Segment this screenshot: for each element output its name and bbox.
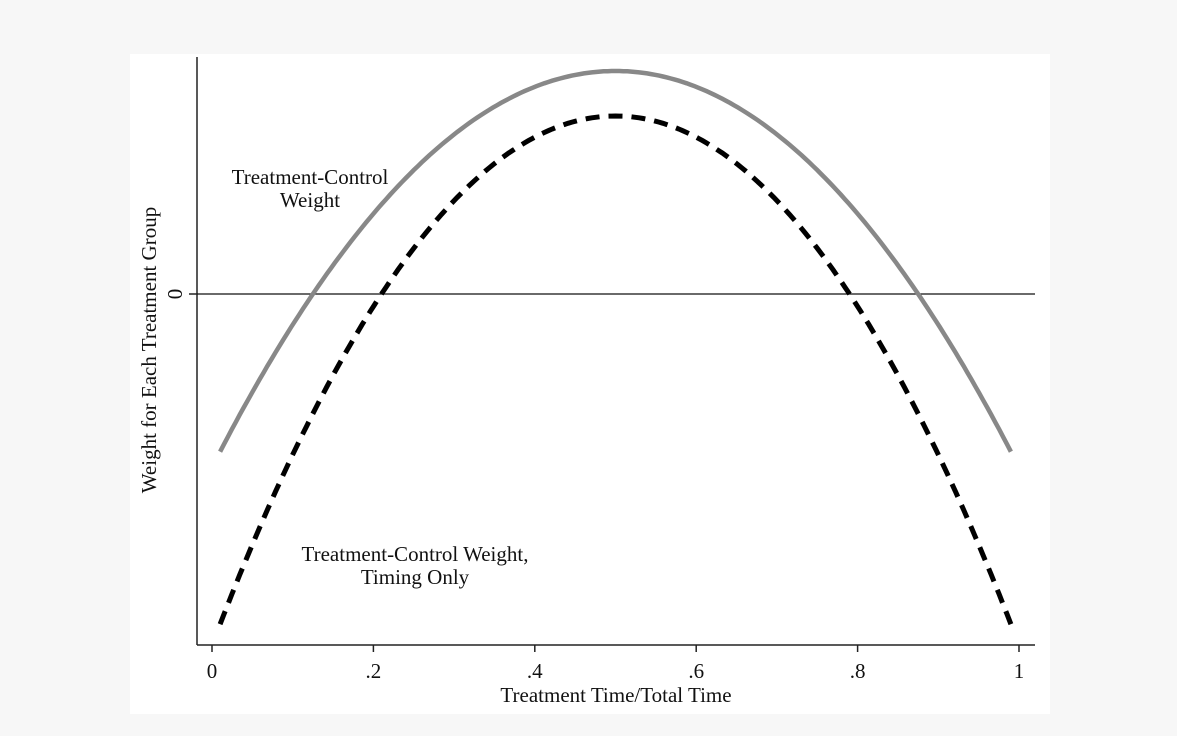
x-tick-label: .4 <box>527 659 543 683</box>
series-label-timing-only: Timing Only <box>361 565 470 589</box>
x-tick-label: .2 <box>366 659 382 683</box>
series-line-timing-only <box>217 113 1014 626</box>
x-tick-label: .6 <box>688 659 704 683</box>
plot-background <box>130 54 1050 714</box>
series-line-treatment-control-weight <box>218 68 1013 453</box>
y-axis-title: Weight for Each Treatment Group <box>137 207 161 493</box>
series-label-treatment-control-weight: Weight <box>280 188 340 212</box>
x-axis-title: Treatment Time/Total Time <box>500 683 731 707</box>
series-label-treatment-control-weight: Treatment-Control <box>232 165 389 189</box>
x-tick-label: 1 <box>1014 659 1025 683</box>
x-tick-label: .8 <box>850 659 866 683</box>
x-tick-label: 0 <box>207 659 218 683</box>
series-label-timing-only: Treatment-Control Weight, <box>302 542 529 566</box>
y-tick-label: 0 <box>163 289 187 300</box>
